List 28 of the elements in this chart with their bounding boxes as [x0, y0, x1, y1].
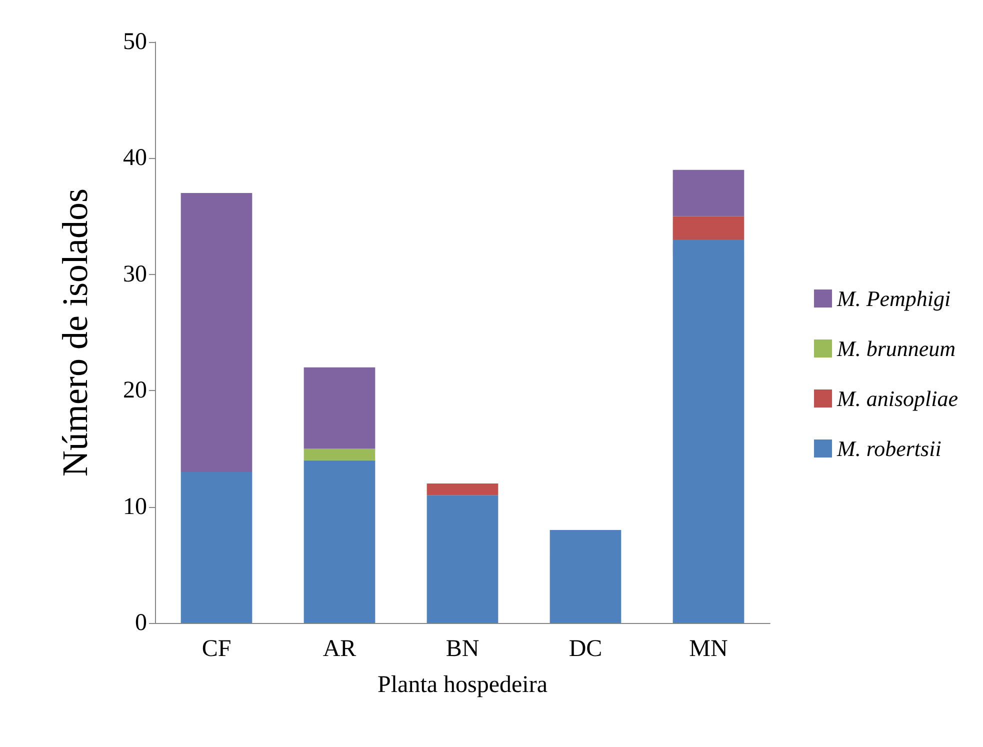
- x-tick-label: DC: [568, 636, 602, 662]
- bar: [426, 484, 498, 496]
- y-tick-label: 20: [123, 378, 147, 404]
- y-tick-label: 0: [135, 610, 147, 636]
- legend-label: M. Pemphigi: [836, 286, 951, 311]
- y-tick-label: 40: [123, 145, 147, 172]
- bar: [672, 216, 744, 240]
- y-axis-title: Número de isolados: [55, 188, 95, 476]
- legend-label: M. brunneum: [836, 336, 956, 361]
- bar: [180, 193, 252, 472]
- bar: [304, 460, 376, 623]
- legend-label: M. anisopliae: [836, 386, 958, 411]
- bar: [672, 170, 744, 216]
- bar: [426, 495, 498, 623]
- legend-label: M. robertsii: [836, 436, 942, 461]
- bar: [180, 472, 252, 623]
- x-tick-label: CF: [202, 636, 232, 662]
- bar: [304, 367, 376, 449]
- x-axis-title: Planta hospedeira: [378, 672, 548, 698]
- bar: [672, 240, 744, 623]
- x-tick-label: MN: [689, 636, 728, 662]
- bar: [304, 448, 376, 460]
- bar: [550, 530, 622, 623]
- x-tick-label: AR: [322, 636, 356, 662]
- y-tick-label: 10: [123, 494, 147, 520]
- y-tick-label: 50: [123, 29, 147, 55]
- x-tick-label: BN: [446, 636, 480, 662]
- y-tick-label: 30: [123, 261, 147, 288]
